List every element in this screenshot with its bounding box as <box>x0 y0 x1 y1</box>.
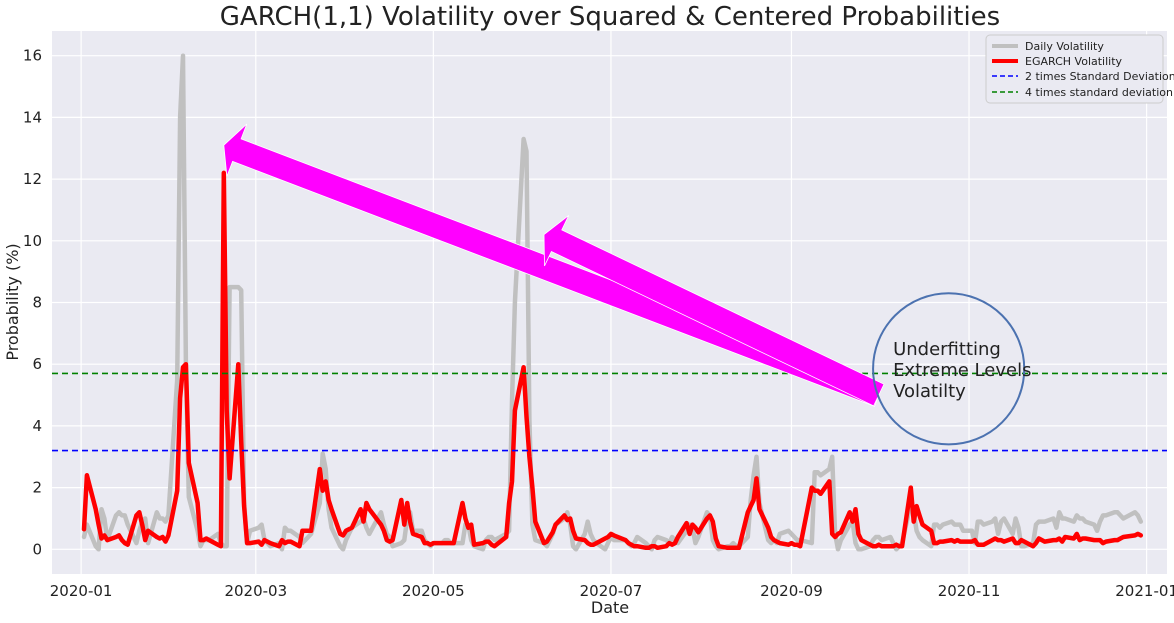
arrow-shape <box>543 215 885 407</box>
x-tick-label: 2020-09 <box>760 582 823 600</box>
y-tick-label: 6 <box>32 355 42 373</box>
x-axis-label: Date <box>591 598 629 617</box>
y-tick-label: 0 <box>32 540 42 558</box>
x-tick-label: 2021-01 <box>1115 582 1174 600</box>
egarch-volatility-line <box>81 170 1144 551</box>
x-tick-label: 2020-05 <box>402 582 465 600</box>
x-tick-label: 2020-01 <box>50 582 113 600</box>
chart-title: GARCH(1,1) Volatility over Squared & Cen… <box>220 2 1000 32</box>
annotation-text-line: Underfitting <box>893 339 1001 360</box>
legend-box <box>985 34 1164 104</box>
annotation-circle <box>872 292 1026 446</box>
x-tick-labels: 2020-01 2020-03 2020-05 2020-07 2020-09 2020-… <box>50 582 1174 600</box>
x-tick-label: 2020-07 <box>580 582 643 600</box>
y-axis-label: Probability (%) <box>3 243 22 360</box>
y-tick-label: 8 <box>32 294 42 312</box>
y-tick-label: 4 <box>32 417 42 435</box>
y-tick-label: 16 <box>23 47 42 65</box>
series-line <box>81 53 1144 552</box>
annotation-text-line: Extreme Levels <box>893 360 1031 381</box>
y-tick-label: 2 <box>32 479 42 497</box>
y-tick-label: 14 <box>23 108 42 126</box>
y-tick-labels: 0 2 4 6 8 10 12 14 16 <box>23 47 42 559</box>
arrows <box>223 123 885 407</box>
threshold-lines <box>52 372 1167 452</box>
annotation-text-line: Volatilty <box>893 381 966 402</box>
legend-label-2sd: 2 times Standard Deviation <box>1025 70 1174 83</box>
legend-label-egarch: EGARCH Volatility <box>1025 55 1123 68</box>
annotations: Underfitting Extreme Levels Volatilty <box>223 123 1031 446</box>
y-tick-label: 10 <box>23 232 42 250</box>
grid-lines <box>52 31 1167 574</box>
legend-label-daily: Daily Volatility <box>1025 40 1104 53</box>
series-line <box>81 170 1144 551</box>
y-tick-label: 12 <box>23 170 42 188</box>
daily-volatility-line <box>81 53 1144 552</box>
legend-label-4sd: 4 times standard deviation <box>1025 86 1173 99</box>
x-tick-label: 2020-11 <box>938 582 1001 600</box>
legend: Daily Volatility EGARCH Volatility 2 tim… <box>985 34 1174 104</box>
arrow-shape <box>223 123 884 407</box>
x-tick-label: 2020-03 <box>224 582 287 600</box>
